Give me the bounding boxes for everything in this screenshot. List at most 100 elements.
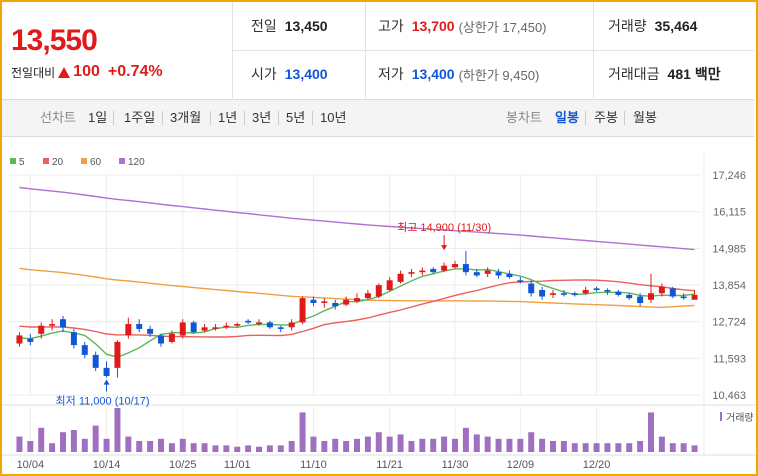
volume-bar: [506, 438, 513, 452]
candle-weekly-button[interactable]: 주봉: [594, 110, 618, 125]
divider: [244, 111, 245, 125]
candle-daily-button[interactable]: 일봉: [555, 110, 579, 125]
volume-bar: [288, 441, 295, 452]
period-3y-button[interactable]: 3년: [252, 110, 272, 125]
y-axis: 17,246 16,115 14,985 13,854 12,724 11,593 10,4…: [712, 170, 746, 402]
prev-close: 전일 13,450: [251, 2, 328, 50]
volume-bar: [245, 445, 252, 452]
candle-body: [332, 302, 339, 307]
candle-body: [38, 325, 45, 334]
x-tick-label: 10/25: [169, 459, 197, 471]
y-tick-label: 16,115: [713, 207, 746, 219]
candle-body: [637, 296, 644, 303]
trade-amount: 거래대금 481 백만: [608, 50, 721, 98]
volume-bar: [452, 438, 458, 452]
candle-body: [299, 298, 306, 323]
annotations: 최고 14,900 (11/30) 최저 11,000 (10/17): [56, 221, 492, 407]
volume-bar: [462, 427, 469, 452]
volume-bar: [560, 441, 567, 452]
upper-limit: (상한가 17,450): [458, 19, 547, 35]
volume-bar: [430, 438, 437, 452]
volume-bar: [201, 443, 208, 452]
candle-body: [212, 327, 219, 329]
x-tick-label: 11/10: [300, 459, 327, 471]
candle-body: [680, 296, 687, 299]
legend-label-120: 120: [128, 157, 145, 168]
chart-legend: 5 20 60 120: [10, 157, 145, 168]
period-3m-button[interactable]: 3개월: [170, 110, 202, 125]
candle-body: [266, 322, 273, 328]
candle-chart-label: 봉차트: [506, 110, 542, 125]
candle-body: [179, 322, 186, 336]
volume-bar: [648, 412, 654, 452]
volume-bar: [38, 427, 45, 452]
candle-body: [571, 293, 578, 295]
volume-bar: [212, 445, 219, 452]
volume-bar: [397, 434, 404, 452]
period-5y-button[interactable]: 5년: [286, 110, 306, 125]
volume-bar: [277, 445, 284, 452]
candles: [16, 251, 698, 378]
candle-body: [669, 288, 676, 297]
y-tick-label: 14,985: [712, 243, 746, 255]
candle-body: [256, 322, 262, 325]
divider: [278, 111, 279, 125]
legend-swatch-120: [119, 158, 125, 164]
price-summary: 전일 13,450 고가 13,700 (상한가 17,450) 거래량 35,…: [233, 2, 754, 98]
volume-bar: [168, 443, 175, 452]
x-tick-label: 11/21: [376, 459, 403, 471]
candle-body: [441, 265, 448, 271]
candle-body: [419, 270, 426, 273]
period-1d-button[interactable]: 1일: [88, 110, 108, 125]
candle-body: [550, 293, 556, 295]
candle-body: [691, 294, 698, 300]
volume-bar: [179, 438, 186, 452]
period-1y-button[interactable]: 1년: [218, 110, 238, 125]
legend-swatch-60: [81, 158, 87, 164]
candle-body: [223, 325, 230, 328]
change-value: 100: [73, 63, 100, 80]
candle-body: [560, 293, 567, 295]
candle-body: [136, 324, 143, 329]
candle-body: [245, 320, 252, 323]
candle-body: [27, 338, 34, 342]
candle-body: [168, 333, 175, 342]
volume-bars: 거래량: [16, 408, 754, 452]
candle-body: [92, 354, 99, 368]
candle-monthly-button[interactable]: 월봉: [633, 110, 657, 125]
volume: 거래량 35,464: [608, 2, 697, 50]
change-row: 전일대비 100 +0.74%: [11, 63, 163, 81]
volume-value: 35,464: [654, 18, 698, 34]
volume-bar: [70, 430, 77, 452]
summary-row-1: 전일 13,450 고가 13,700 (상한가 17,450) 거래량 35,…: [233, 2, 754, 51]
x-tick-label: 11/30: [442, 459, 469, 471]
y-tick-label: 12,724: [712, 317, 746, 329]
period-10y-button[interactable]: 10년: [320, 110, 347, 125]
volume-bar: [223, 445, 230, 452]
change-percent: +0.74%: [107, 63, 163, 80]
volume-bar: [473, 434, 480, 452]
y-tick-label: 17,246: [712, 170, 746, 182]
candle-body: [397, 273, 404, 282]
volume-bar: [103, 438, 110, 452]
volume-bar: [136, 441, 143, 452]
prev-close-label: 전일: [251, 18, 277, 34]
divider: [162, 111, 163, 125]
volume-bar: [691, 445, 698, 452]
summary-row-2: 시가 13,400 저가 13,400 (하한가 9,450) 거래대금 481…: [233, 50, 754, 98]
legend-label-5: 5: [19, 157, 25, 168]
divider: [585, 111, 586, 125]
volume-bar: [27, 441, 34, 452]
candle-body: [582, 290, 589, 294]
low-label: 저가: [378, 66, 404, 82]
up-triangle-icon: [58, 66, 71, 78]
period-1w-button[interactable]: 1주일: [124, 110, 156, 125]
volume-bar: [658, 436, 665, 452]
volume-bar: [60, 432, 66, 452]
candle-body: [604, 290, 611, 292]
open-value: 13,400: [284, 66, 328, 82]
lower-limit: (하한가 9,450): [458, 67, 540, 83]
volume-bar: [114, 408, 121, 452]
candle-body: [158, 335, 164, 344]
